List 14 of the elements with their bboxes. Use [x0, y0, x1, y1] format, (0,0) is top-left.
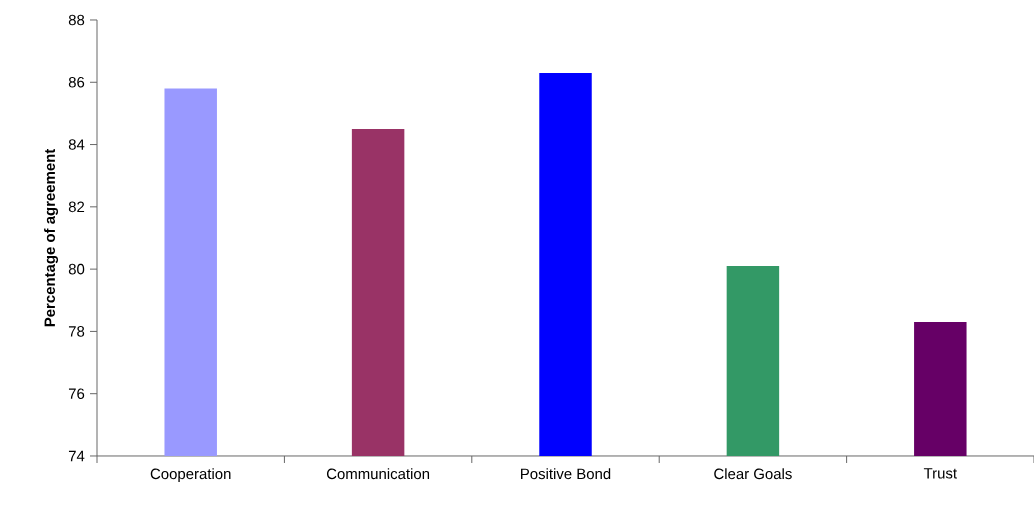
- y-tick-label: 82: [68, 201, 85, 213]
- y-axis-title: Percentage of agreement: [44, 148, 59, 327]
- x-tick-label: Cooperation: [150, 468, 231, 483]
- y-tick-label: 88: [68, 14, 85, 26]
- y-tick-label: 84: [68, 139, 85, 150]
- y-tick-label: 74: [68, 450, 85, 462]
- x-tick-label: Communication: [326, 468, 430, 480]
- y-tick-label: 78: [68, 326, 85, 337]
- x-tick-label: Trust: [923, 468, 957, 479]
- y-tick-label: 80: [68, 263, 85, 275]
- y-tick-label: 86: [68, 76, 85, 88]
- x-tick-label: Clear Goals: [714, 468, 792, 480]
- y-tick-label: 76: [68, 388, 85, 399]
- x-tick-label: Positive Bond: [521, 468, 611, 480]
